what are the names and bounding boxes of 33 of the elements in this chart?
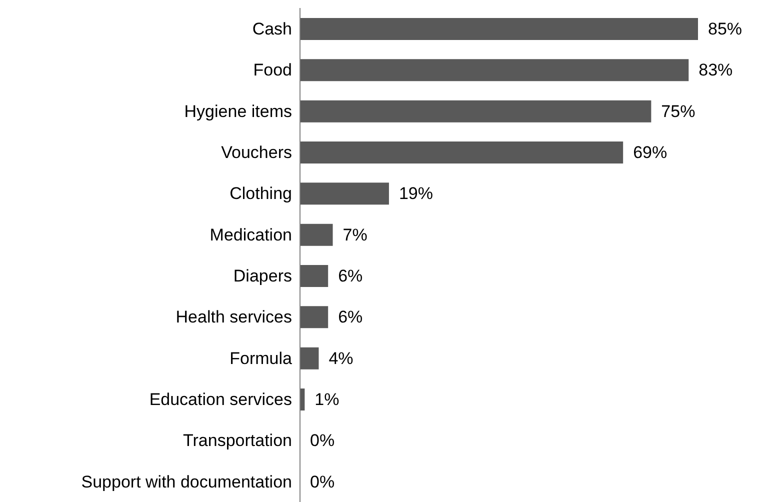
data-label: 83% [698,60,733,80]
data-label: 4% [328,348,354,368]
data-label: 0% [310,472,335,492]
y-tick-label: Vouchers [221,143,292,162]
data-label: 6% [338,308,363,327]
y-tick-label: Hygiene items [184,102,292,121]
y-tick-label: Medication [210,225,292,244]
data-label: 19% [398,184,433,204]
data-label: 7% [342,225,368,244]
y-tick-label: Education services [149,390,292,410]
y-tick-label: Food [253,60,292,80]
y-tick-label: Transportation [183,431,292,450]
y-tick-label: Clothing [230,184,292,204]
bar [300,18,698,40]
bar [300,347,319,370]
y-tick-label: Formula [230,348,293,368]
bar [300,100,652,122]
bar [300,224,333,246]
bar [300,142,624,164]
y-tick-label: Diapers [233,266,292,286]
bar [300,306,328,328]
y-tick-label: Support with documentation [81,472,292,492]
data-label: 6% [338,266,363,286]
y-tick-label: Health services [176,308,292,327]
data-label: 75% [661,102,696,121]
data-label: 85% [708,20,742,39]
bar [300,265,328,287]
y-tick-label: Cash [252,20,292,39]
data-label: 0% [310,431,335,450]
bar [300,59,689,82]
bar [300,182,389,205]
data-label: 1% [314,390,340,410]
data-label: 69% [633,143,668,162]
